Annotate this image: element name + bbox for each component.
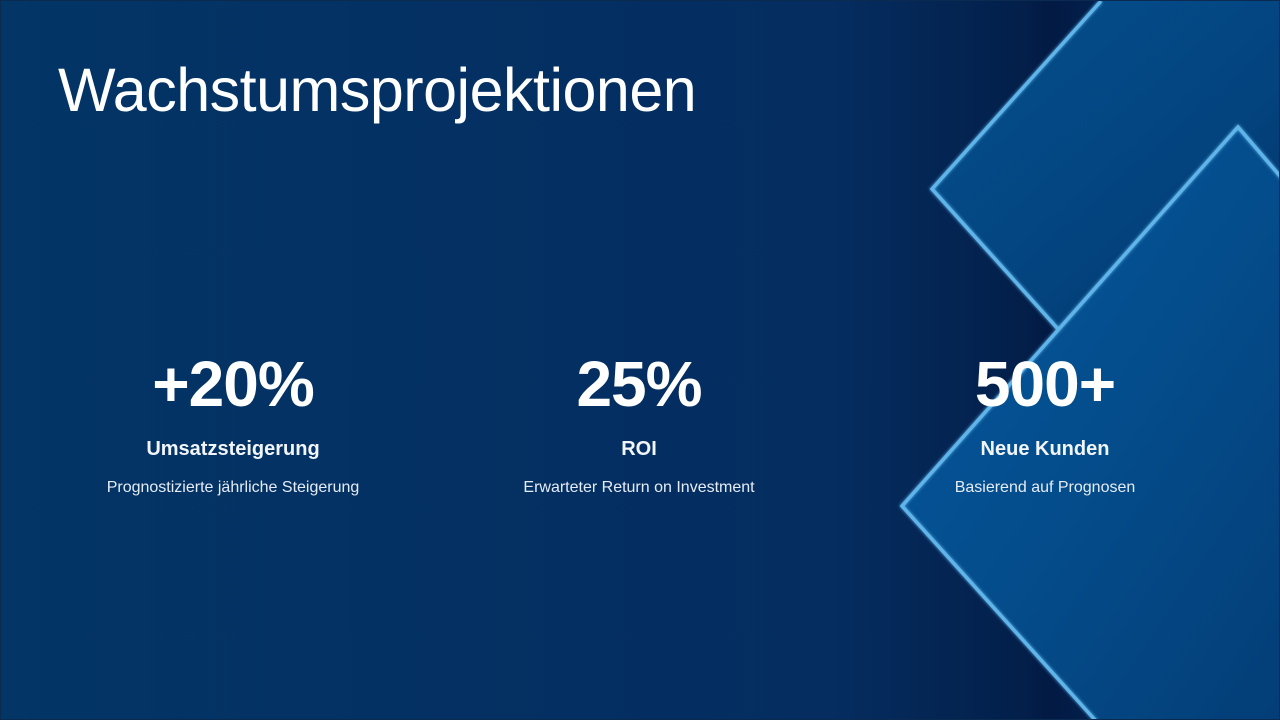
stat-description: Basierend auf Prognosen — [954, 479, 1136, 496]
stat-value: +20% — [152, 348, 314, 420]
stat-label: Umsatzsteigerung — [146, 438, 320, 460]
stat-value: 25% — [576, 348, 702, 420]
upper-diamond-outline — [929, 1, 1103, 331]
stat-label: ROI — [621, 438, 657, 460]
stat-new-customers: 500+ Neue Kunden Basierend auf Prognosen — [855, 346, 1235, 498]
stat-revenue-growth: +20% Umsatzsteigerung Prognostizierte jä… — [43, 346, 423, 498]
slide-title: Wachstumsprojektionen — [58, 56, 697, 124]
stat-label: Neue Kunden — [980, 438, 1110, 460]
stat-roi: 25% ROI Erwarteter Return on Investment — [449, 346, 829, 498]
upper-diamond-shape — [932, 1, 1279, 329]
stat-value: 500+ — [974, 348, 1116, 420]
stat-description: Prognostizierte jährliche Steigerung — [106, 479, 360, 496]
stat-description: Erwarteter Return on Investment — [523, 479, 755, 496]
